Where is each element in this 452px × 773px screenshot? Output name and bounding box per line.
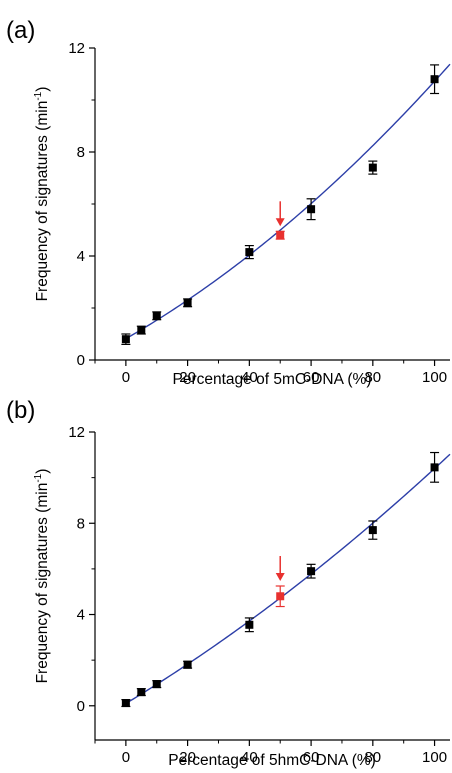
panel-b-data-point xyxy=(307,567,316,576)
panel-a-y-tick-label: 12 xyxy=(68,40,85,57)
panel-b-x-tick-label: 40 xyxy=(241,749,258,766)
panel-a-data-point xyxy=(307,205,316,214)
panel-b-y-tick-label: 8 xyxy=(77,515,85,532)
panel-a-data-point xyxy=(245,248,254,257)
panel-a-data-point xyxy=(183,298,192,307)
panel-a: (a) Percentage of 5mC-DNA (%) Frequency … xyxy=(6,17,451,388)
panel-b-arrow-head xyxy=(275,573,285,581)
panel-a-data-point xyxy=(121,335,130,344)
panel-b-highlight-point xyxy=(276,592,285,601)
panel-b-data-point xyxy=(137,688,146,697)
panel-b-data-point xyxy=(183,660,192,669)
panel-a-label: (a) xyxy=(6,17,35,44)
panel-a-x-tick-label: 100 xyxy=(422,369,447,386)
panel-a-arrow-head xyxy=(275,218,285,227)
panel-b-xlabel: Percentage of 5hmC-DNA (%) xyxy=(168,752,376,769)
panel-a-data-point xyxy=(430,75,439,84)
panel-a-y-tick-label: 4 xyxy=(77,248,85,265)
panel-a-ylabel: Frequency of signatures (min-1) xyxy=(33,87,51,302)
panel-b-data-point xyxy=(430,463,439,472)
panel-b-fit-line xyxy=(122,453,451,706)
panel-b-x-tick-label: 80 xyxy=(364,749,381,766)
panel-a-y-tick-label: 8 xyxy=(77,144,85,161)
panel-b-data-point xyxy=(245,620,254,629)
panel-a-x-tick-label: 80 xyxy=(364,369,381,386)
panel-a-data-point xyxy=(152,311,161,320)
panel-b-y-tick-label: 0 xyxy=(77,698,85,715)
panel-b-data-point xyxy=(152,680,161,689)
panel-b: (b) Percentage of 5hmC-DNA (%) Frequency… xyxy=(6,397,451,769)
panel-b-data-point xyxy=(368,526,377,535)
panel-b-x-tick-label: 20 xyxy=(179,749,196,766)
panel-a-x-tick-label: 60 xyxy=(303,369,320,386)
panel-a-fit-line xyxy=(122,63,451,342)
panel-b-ylabel: Frequency of signatures (min-1) xyxy=(33,469,51,684)
panel-b-x-tick-label: 60 xyxy=(303,749,320,766)
panel-a-xlabel: Percentage of 5mC-DNA (%) xyxy=(173,371,372,388)
panel-b-y-tick-label: 12 xyxy=(68,424,85,441)
panel-b-data-point xyxy=(121,699,130,708)
panel-a-y-tick-label: 0 xyxy=(77,352,85,369)
panel-b-x-tick-label: 0 xyxy=(122,749,130,766)
panel-a-x-tick-label: 40 xyxy=(241,369,258,386)
panel-a-x-tick-label: 0 xyxy=(122,369,130,386)
panel-a-highlight-point xyxy=(276,231,285,240)
panel-a-data-point xyxy=(137,326,146,335)
panel-b-label: (b) xyxy=(6,397,35,424)
panel-b-x-tick-label: 100 xyxy=(422,749,447,766)
panel-a-data-point xyxy=(368,163,377,172)
panel-b-y-tick-label: 4 xyxy=(77,607,85,624)
panel-a-x-tick-label: 20 xyxy=(179,369,196,386)
